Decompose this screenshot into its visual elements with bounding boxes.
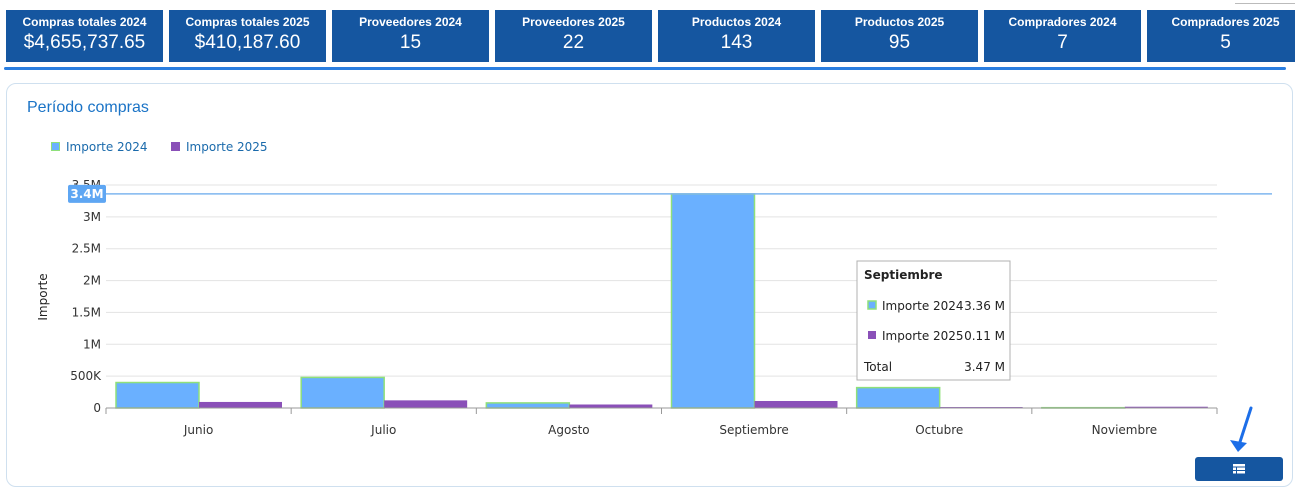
kpi-card-productos-2025: Productos 2025 95 xyxy=(821,10,978,62)
kpi-value: 22 xyxy=(562,32,585,53)
kpi-label: Compras totales 2024 xyxy=(22,15,147,29)
kpi-card-proveedores-2025: Proveedores 2025 22 xyxy=(495,10,652,62)
legend-swatch-2024 xyxy=(51,142,60,151)
kpi-label: Compras totales 2025 xyxy=(185,15,310,29)
kpi-label: Proveedores 2025 xyxy=(522,15,625,29)
kpi-label: Compradores 2025 xyxy=(1171,15,1280,29)
kpi-value: 15 xyxy=(399,32,422,53)
kpi-card-compras-2025: Compras totales 2025 $410,187.60 xyxy=(169,10,326,62)
kpi-card-compradores-2024: Compradores 2024 7 xyxy=(984,10,1141,62)
kpi-value: 7 xyxy=(1057,32,1068,53)
table-view-button[interactable] xyxy=(1195,457,1283,481)
kpi-value: 5 xyxy=(1220,32,1231,53)
legend-swatch-2025 xyxy=(171,142,180,151)
kpi-row: Compras totales 2024 $4,655,737.65 Compr… xyxy=(6,10,1295,62)
panel-title: Período compras xyxy=(27,99,149,116)
kpi-card-compradores-2025: Compradores 2025 5 xyxy=(1147,10,1295,62)
kpi-label: Productos 2025 xyxy=(854,15,945,29)
kpi-label: Compradores 2024 xyxy=(1008,15,1117,29)
kpi-label: Productos 2024 xyxy=(691,15,782,29)
legend-label-2024: Importe 2024 xyxy=(66,140,148,154)
header-divider xyxy=(4,67,1286,70)
purchase-period-panel: Período compras Importe 2024 Importe 202… xyxy=(6,83,1293,487)
kpi-value: $410,187.60 xyxy=(194,32,301,53)
legend-item-2024[interactable]: Importe 2024 xyxy=(51,140,148,154)
kpi-card-productos-2024: Productos 2024 143 xyxy=(658,10,815,62)
kpi-value: 95 xyxy=(888,32,911,53)
kpi-value: 143 xyxy=(720,32,753,53)
kpi-card-proveedores-2024: Proveedores 2024 15 xyxy=(332,10,489,62)
legend-label-2025: Importe 2025 xyxy=(186,140,268,154)
table-icon xyxy=(1233,464,1245,474)
kpi-card-compras-2024: Compras totales 2024 $4,655,737.65 xyxy=(6,10,163,62)
legend-item-2025[interactable]: Importe 2025 xyxy=(171,140,268,154)
kpi-value: $4,655,737.65 xyxy=(23,32,146,53)
kpi-label: Proveedores 2024 xyxy=(359,15,462,29)
window-edge xyxy=(1235,0,1295,4)
